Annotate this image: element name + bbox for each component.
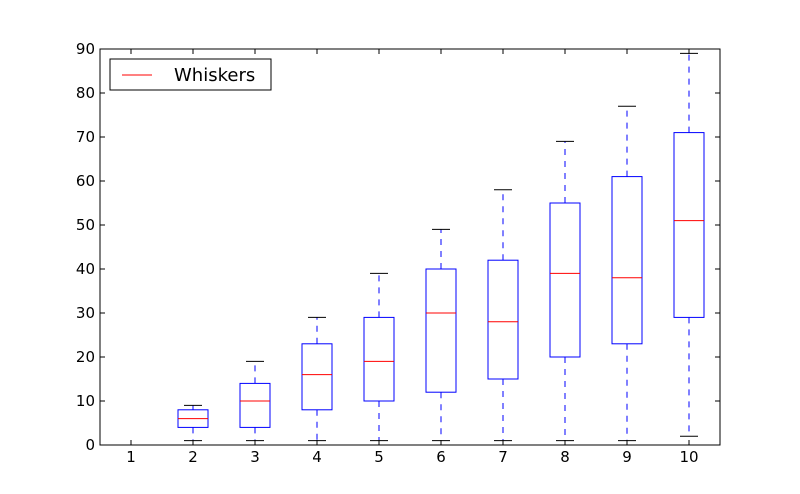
box-group-8 <box>549 140 581 442</box>
box-group-10 <box>673 52 705 437</box>
y-tick-label: 80 <box>76 84 95 102</box>
box-group-6 <box>425 228 457 442</box>
x-tick-label: 9 <box>622 448 632 466</box>
iqr-box <box>487 259 519 380</box>
legend-label: Whiskers <box>174 65 255 86</box>
iqr-box <box>673 132 705 318</box>
y-tick-label: 30 <box>76 304 95 322</box>
legend: Whiskers <box>109 58 272 91</box>
y-tick-label: 60 <box>76 172 95 190</box>
box-group-2 <box>177 404 209 442</box>
iqr-box <box>549 202 581 358</box>
box-group-3 <box>239 360 271 442</box>
iqr-box <box>425 268 457 393</box>
x-tick-label: 10 <box>679 448 698 466</box>
y-tick-label: 0 <box>85 436 95 454</box>
y-tick-label: 10 <box>76 392 95 410</box>
box-group-9 <box>611 105 643 442</box>
iqr-box <box>239 382 271 428</box>
box-group-4 <box>301 316 333 442</box>
x-tick-label: 5 <box>374 448 384 466</box>
x-tick-label: 4 <box>312 448 322 466</box>
y-tick-label: 40 <box>76 260 95 278</box>
x-tick-label: 6 <box>436 448 446 466</box>
y-tick-label: 70 <box>76 128 95 146</box>
iqr-box <box>611 176 643 345</box>
y-tick-label: 20 <box>76 348 95 366</box>
iqr-box <box>301 343 333 411</box>
x-tick-label: 1 <box>126 448 136 466</box>
y-tick-label: 50 <box>76 216 95 234</box>
box-group-7 <box>487 189 519 442</box>
axes: 0 10 20 30 40 50 60 70 80 90 1 2 3 4 5 6 7 8 9 10 <box>76 40 720 466</box>
plot-area <box>116 52 705 446</box>
x-tick-label: 7 <box>498 448 508 466</box>
axes-frame <box>99 48 721 446</box>
x-tick-label: 3 <box>250 448 260 466</box>
iqr-box <box>363 316 395 402</box>
box-group-5 <box>363 272 395 442</box>
x-tick-label: 8 <box>560 448 570 466</box>
x-tick-label: 2 <box>188 448 198 466</box>
y-tick-label: 90 <box>76 40 95 58</box>
